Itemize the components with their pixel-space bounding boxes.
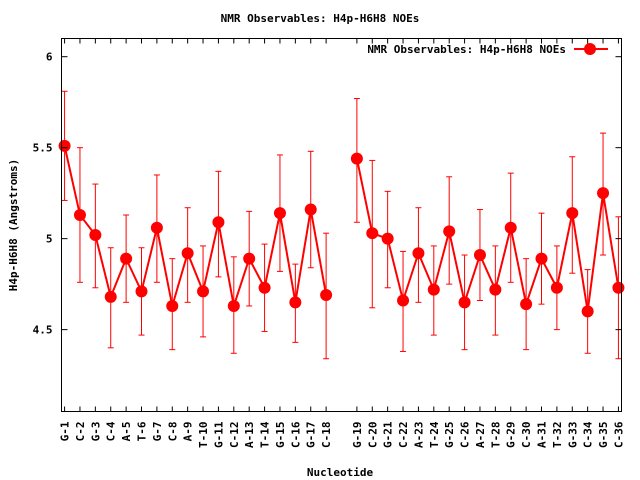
data-point bbox=[612, 281, 625, 294]
y-axis-label: H4p-H6H8 (Angstroms) bbox=[7, 159, 20, 291]
x-tick-label: A-23 bbox=[412, 422, 425, 449]
x-tick-label: G-3 bbox=[89, 422, 102, 442]
x-tick-label: T-14 bbox=[259, 421, 272, 448]
x-tick-label: T-28 bbox=[489, 422, 502, 449]
data-point bbox=[150, 221, 163, 234]
x-tick-label: G-11 bbox=[212, 421, 225, 448]
x-tick-label: C-4 bbox=[105, 421, 118, 441]
data-point bbox=[273, 207, 286, 220]
data-point bbox=[197, 285, 210, 298]
x-tick-label: G-29 bbox=[505, 422, 518, 449]
x-tick-label: A-13 bbox=[243, 422, 256, 449]
data-point bbox=[58, 139, 71, 152]
data-point bbox=[304, 203, 317, 216]
data-point bbox=[535, 252, 548, 265]
series-line bbox=[63, 145, 328, 307]
data-point bbox=[212, 216, 225, 229]
data-point bbox=[597, 187, 610, 200]
x-tick-label: C-36 bbox=[612, 421, 625, 448]
x-tick-label: C-20 bbox=[366, 422, 379, 449]
x-tick-label: C-8 bbox=[166, 422, 179, 442]
data-point bbox=[566, 207, 579, 220]
chart-title: NMR Observables: H4p-H6H8 NOEs bbox=[221, 12, 420, 25]
data-point bbox=[73, 208, 86, 221]
x-tick-label: G-33 bbox=[566, 422, 579, 449]
x-tick-label: A-27 bbox=[474, 422, 487, 449]
data-point bbox=[504, 221, 517, 234]
x-tick-label: C-2 bbox=[74, 422, 87, 442]
x-tick-label: C-12 bbox=[228, 422, 241, 449]
data-point bbox=[520, 298, 533, 311]
legend-point-sample bbox=[584, 43, 596, 55]
data-point bbox=[135, 285, 148, 298]
data-point bbox=[227, 299, 240, 312]
series-line bbox=[355, 158, 620, 312]
data-point bbox=[104, 290, 117, 303]
data-point bbox=[243, 252, 256, 265]
x-tick-label: A-9 bbox=[182, 422, 195, 442]
data-point bbox=[458, 296, 471, 309]
x-tick-label: T-24 bbox=[428, 421, 441, 448]
y-tick-label: 5 bbox=[46, 233, 53, 246]
x-tick-label: G-1 bbox=[59, 421, 72, 441]
x-tick-label: C-18 bbox=[320, 422, 333, 449]
x-axis-label: Nucleotide bbox=[307, 466, 374, 479]
y-tick-label: 4.5 bbox=[33, 324, 53, 337]
y-tick-label: 5.5 bbox=[33, 142, 53, 155]
data-point bbox=[320, 289, 333, 302]
x-tick-label: A-5 bbox=[120, 422, 133, 442]
x-tick-label: G-17 bbox=[305, 422, 318, 449]
axes: 4.555.56G-1 C-2 G-3 C-4 A-5 T-6 G-7 C-8 A-9 T-10 G… bbox=[33, 38, 625, 449]
x-tick-label: T-32 bbox=[551, 422, 564, 449]
x-tick-label: C-26 bbox=[459, 421, 472, 448]
x-tick-label: G-21 bbox=[382, 421, 395, 448]
data-point bbox=[550, 281, 563, 294]
data-point bbox=[350, 152, 363, 165]
data-point bbox=[381, 232, 394, 245]
x-tick-label: G-15 bbox=[274, 422, 287, 449]
data-point bbox=[166, 299, 179, 312]
legend-label: NMR Observables: H4p-H6H8 NOEs bbox=[367, 43, 566, 56]
x-tick-label: C-30 bbox=[520, 422, 533, 449]
x-tick-label: C-22 bbox=[397, 422, 410, 449]
data-point bbox=[258, 281, 271, 294]
x-tick-label: G-25 bbox=[443, 422, 456, 449]
data-point bbox=[181, 247, 194, 260]
x-tick-label: C-34 bbox=[582, 421, 595, 448]
x-tick-label: G-35 bbox=[597, 422, 610, 449]
x-tick-label: G-7 bbox=[151, 422, 164, 442]
data-point bbox=[443, 225, 456, 238]
y-tick-label: 6 bbox=[46, 51, 53, 64]
data-point bbox=[289, 296, 302, 309]
x-tick-label: T-10 bbox=[197, 422, 210, 449]
data-point bbox=[473, 249, 486, 262]
data-point bbox=[489, 283, 502, 296]
data-point bbox=[89, 229, 102, 242]
data-point bbox=[120, 252, 133, 265]
data-point bbox=[397, 294, 410, 307]
plot-marks bbox=[58, 90, 625, 360]
x-tick-label: A-31 bbox=[536, 421, 549, 448]
x-tick-label: T-6 bbox=[136, 421, 149, 441]
data-point bbox=[412, 247, 425, 260]
data-point bbox=[427, 283, 440, 296]
legend: NMR Observables: H4p-H6H8 NOEs bbox=[367, 43, 608, 56]
plot-frame bbox=[61, 38, 622, 412]
data-point bbox=[366, 227, 379, 240]
data-point bbox=[581, 305, 594, 318]
x-tick-label: G-19 bbox=[351, 422, 364, 449]
x-tick-label: C-16 bbox=[289, 421, 302, 448]
